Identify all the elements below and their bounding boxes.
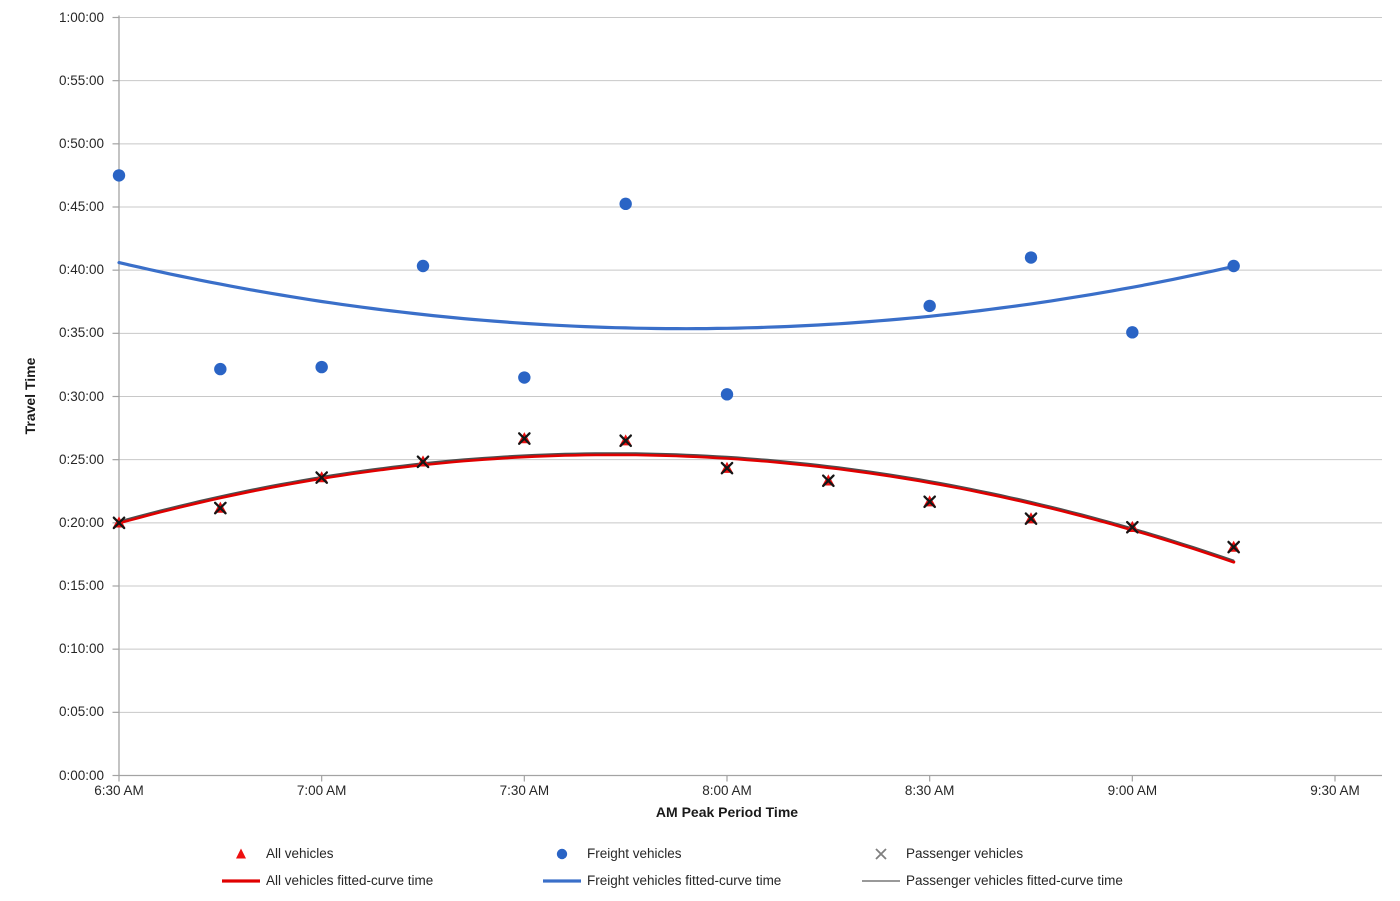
x-tick-label: 8:00 AM: [702, 783, 752, 798]
gray-line-icon: [862, 873, 900, 889]
plot-area: [112, 15, 1382, 782]
x-axis-title: AM Peak Period Time: [655, 804, 799, 820]
legend-label: Passenger vehicles: [906, 846, 1024, 861]
y-tick-label: 0:15:00: [58, 578, 104, 593]
x-tick-label: 7:00 AM: [296, 783, 347, 798]
x-tick-label: 6:30 AM: [94, 783, 144, 798]
y-tick-label: 0:35:00: [58, 325, 104, 341]
blue-line-icon: [543, 873, 581, 889]
y-tick-label: 0:45:00: [58, 199, 104, 214]
x-tick-label: 9:30 AM: [1310, 783, 1360, 798]
red-line-icon: [222, 873, 260, 889]
x-tick-label: 9:00 AM: [1107, 783, 1158, 798]
y-tick-label: 0:50:00: [58, 135, 104, 151]
legend-label: Freight vehicles: [587, 846, 682, 861]
circle-marker-icon: [543, 846, 581, 862]
y-tick-label: 0:40:00: [58, 262, 104, 278]
legend-item-all-vehicles-fitted-curve: All vehicles fitted-curve time: [222, 872, 433, 889]
y-tick-label: 0:25:00: [58, 451, 104, 467]
y-tick-label: 0:55:00: [58, 72, 104, 88]
x-tick-label: 8:30 AM: [904, 783, 955, 798]
triangle-marker-icon: [222, 846, 260, 862]
legend-item-passenger-vehicles-fitted-curve: Passenger vehicles fitted-curve time: [862, 872, 1123, 889]
y-tick-label: 1:00:00: [58, 9, 104, 25]
legend-item-all-vehicles: All vehicles: [222, 845, 334, 862]
legend-item-passenger-vehicles: Passenger vehicles: [862, 845, 1023, 862]
y-axis-title: Travel Time: [22, 357, 38, 435]
legend-item-freight-vehicles: Freight vehicles: [543, 845, 682, 862]
y-tick-label: 0:00:00: [58, 767, 104, 783]
y-tick-label: 0:05:00: [58, 704, 104, 720]
y-tick-label: 0:30:00: [58, 388, 104, 404]
x-tick-label: 7:30 AM: [499, 783, 550, 798]
legend-label: Freight vehicles fitted-curve time: [587, 873, 782, 888]
legend-label: All vehicles: [266, 846, 334, 861]
y-tick-label: 0:20:00: [58, 514, 104, 530]
legend-label: All vehicles fitted-curve time: [266, 873, 434, 888]
legend-item-freight-vehicles-fitted-curve: Freight vehicles fitted-curve time: [543, 872, 781, 889]
x-marker-icon: [862, 846, 900, 862]
y-tick-label: 0:10:00: [58, 641, 104, 657]
legend-label: Passenger vehicles fitted-curve time: [906, 873, 1123, 888]
